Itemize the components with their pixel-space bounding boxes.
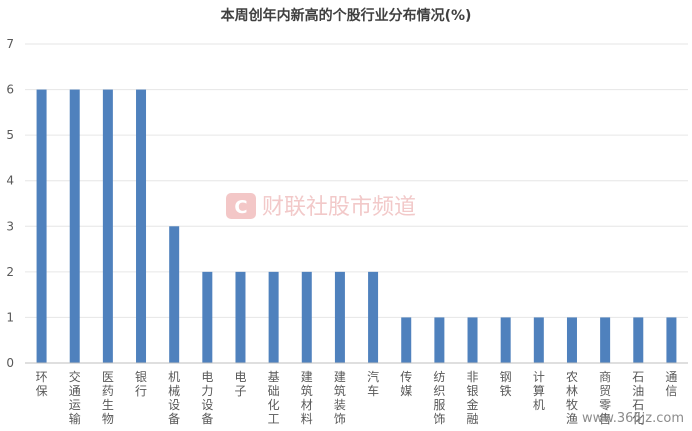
bar-2 (102, 89, 113, 364)
x-category-label-4: 机械设备 (168, 370, 180, 426)
y-tick-label: 6 (6, 83, 14, 97)
x-category-label-6: 电子 (234, 370, 246, 398)
x-category-label-0: 环保 (36, 370, 48, 398)
bar-6 (235, 271, 246, 363)
x-category-label-19: 通信 (665, 370, 677, 398)
x-category-label-14: 钢铁 (500, 370, 512, 398)
bar-18 (633, 317, 644, 363)
bar-10 (368, 271, 379, 363)
bar-4 (169, 226, 180, 363)
y-axis-ticks: 0 1 2 3 4 5 6 7 (6, 37, 14, 370)
bar-11 (401, 317, 412, 363)
y-tick-label: 4 (6, 174, 14, 188)
x-category-label-16: 农林牧渔 (566, 370, 578, 426)
y-tick-label: 0 (6, 356, 14, 370)
x-category-label-12: 纺织服饰 (433, 370, 445, 426)
bar-13 (467, 317, 478, 363)
watermark: C 财联社股市频道 (226, 193, 416, 220)
bar-12 (434, 317, 445, 363)
gridlines (25, 43, 688, 318)
x-category-label-18: 石油石化 (632, 370, 644, 426)
bar-17 (600, 317, 611, 363)
x-category-label-3: 银行 (135, 370, 147, 398)
x-category-label-13: 非银金融 (467, 370, 479, 426)
x-category-label-5: 电力设备 (201, 370, 213, 426)
bar-9 (334, 271, 345, 363)
bar-1 (69, 89, 80, 364)
x-category-label-1: 交通运输 (69, 369, 81, 426)
bar-5 (202, 271, 213, 363)
x-category-label-11: 传媒 (400, 369, 412, 398)
y-tick-label: 1 (6, 310, 14, 324)
y-tick-label: 7 (6, 37, 14, 51)
bar-0 (36, 89, 47, 364)
y-tick-label: 5 (6, 128, 14, 142)
bar-3 (136, 89, 147, 364)
x-category-label-7: 基础化工 (268, 370, 280, 426)
x-category-label-10: 汽车 (367, 369, 379, 398)
bar-7 (268, 271, 279, 363)
x-category-label-17: 商贸零售 (599, 369, 611, 426)
watermark-logo (226, 193, 256, 219)
bar-14 (500, 317, 511, 363)
x-category-label-9: 建筑装饰 (334, 370, 346, 426)
x-category-label-8: 建筑材料 (301, 370, 313, 426)
bar-19 (666, 317, 677, 363)
bars (36, 89, 677, 364)
bar-16 (566, 317, 577, 363)
x-axis-categories: 环保 交通运输 医药生物 银行 机械设备 电力设备 电子 基础化工 建筑材料 建筑装饰 汽车传媒纺织… (36, 369, 678, 426)
chart-title: 本周创年内新高的个股行业分布情况(%) (221, 7, 472, 24)
watermark-text: 财联社股市频道 (262, 195, 416, 220)
y-tick-label: 2 (6, 265, 14, 279)
bar-8 (301, 271, 312, 363)
x-category-label-15: 计算机 (533, 370, 545, 412)
y-tick-label: 3 (6, 219, 14, 233)
watermark-logo-letter: C (234, 197, 247, 218)
x-category-label-2: 医药生物 (102, 370, 114, 426)
site-watermark: www.365jz.com (582, 411, 684, 426)
bar-15 (533, 317, 544, 363)
